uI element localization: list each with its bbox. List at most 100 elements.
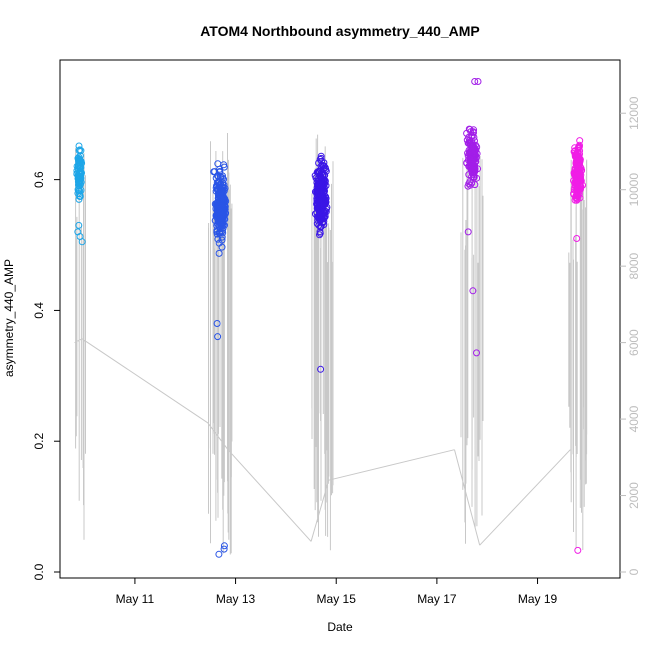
data-point-outlier [573, 235, 581, 242]
y-tick-label: 0.2 [32, 433, 46, 450]
cluster [570, 137, 587, 554]
data-point [213, 228, 221, 236]
data-point [218, 236, 226, 244]
data-point [321, 164, 329, 172]
data-point [318, 182, 326, 190]
data-point [315, 189, 323, 196]
data-point [76, 155, 83, 163]
x-tick-label: May 13 [216, 592, 256, 606]
data-point-outlier [317, 365, 325, 373]
data-point [320, 198, 328, 206]
data-point [573, 149, 581, 157]
data-point [468, 137, 475, 145]
cluster [73, 142, 86, 246]
y2-tick-label: 4000 [627, 405, 641, 432]
line-series [74, 133, 588, 555]
y2-tick-label: 2000 [627, 482, 641, 509]
data-point-outlier [464, 228, 472, 236]
x-tick-label: May 15 [317, 592, 357, 606]
data-point [472, 158, 480, 166]
data-point [214, 235, 222, 243]
data-point [470, 171, 478, 179]
data-point [471, 149, 479, 157]
data-point [215, 212, 223, 220]
data-point [317, 152, 325, 160]
x-axis-label: Date [327, 620, 353, 634]
data-point-outlier [220, 542, 228, 550]
data-point [218, 218, 226, 226]
data-point-outlier [74, 228, 82, 236]
data-point [214, 200, 222, 208]
data-point [76, 152, 84, 160]
y2-axis: 0 2000 4000 6000 8000 10000 12000 [620, 96, 641, 575]
x-tick-label: May 19 [518, 592, 558, 606]
data-point [75, 162, 83, 170]
cluster [210, 160, 230, 558]
data-point [75, 147, 83, 155]
data-point [468, 179, 476, 187]
data-point-outlier [474, 78, 482, 85]
data-point [75, 172, 82, 180]
data-point [318, 183, 325, 191]
y-axis: 0.0 0.2 0.4 0.6 [32, 171, 60, 580]
cluster [311, 152, 331, 373]
data-point-outlier [214, 333, 222, 341]
data-point [217, 187, 225, 195]
data-point [320, 214, 328, 221]
data-point-outlier [75, 221, 83, 229]
data-point [470, 133, 478, 141]
data-point [320, 201, 328, 209]
data-point [317, 222, 325, 230]
y2-tick-label: 12000 [627, 96, 641, 130]
data-point [216, 165, 224, 173]
data-point [574, 145, 582, 153]
data-point [215, 249, 223, 257]
data-point [576, 137, 584, 145]
data-point [216, 208, 224, 215]
data-point [219, 174, 226, 182]
y2-tick-label: 0 [627, 568, 641, 575]
data-point [215, 195, 223, 203]
data-point [470, 129, 477, 137]
data-point [471, 181, 479, 189]
plot-frame [59, 59, 621, 579]
y-tick-label: 0.0 [32, 563, 46, 580]
data-point-outlier [574, 546, 582, 554]
scatter-series [73, 78, 587, 558]
data-point [218, 233, 226, 241]
data-point [217, 173, 225, 181]
data-point [213, 205, 221, 213]
data-point [218, 243, 226, 251]
y-tick-label: 0.6 [32, 171, 46, 188]
y2-tick-label: 8000 [627, 252, 641, 279]
data-point [76, 171, 84, 178]
data-point [315, 214, 323, 222]
x-tick-label: May 11 [116, 592, 155, 606]
data-point [317, 173, 325, 181]
data-point [213, 222, 221, 229]
data-point [219, 191, 227, 198]
data-point [468, 158, 476, 166]
y2-tick-label: 6000 [627, 329, 641, 356]
data-point [317, 162, 325, 170]
data-point [575, 171, 583, 179]
data-point [215, 191, 223, 199]
data-point [313, 179, 321, 187]
data-point [77, 186, 85, 194]
data-point [575, 162, 583, 170]
y-axis-label: asymmetry_440_AMP [2, 259, 16, 377]
data-point [316, 155, 324, 163]
data-point-outlier [220, 545, 228, 553]
y-tick-label: 0.4 [32, 302, 46, 319]
data-point [220, 161, 228, 169]
x-tick-label: May 17 [417, 592, 457, 606]
data-point-outlier [469, 287, 477, 295]
data-point [574, 181, 582, 189]
chart-title: ATOM4 Northbound asymmetry_440_AMP [200, 23, 480, 39]
right-axis-line [74, 133, 588, 555]
y2-tick-label: 10000 [627, 173, 641, 207]
data-point [76, 190, 83, 198]
data-point [216, 180, 224, 188]
data-point [573, 191, 581, 199]
